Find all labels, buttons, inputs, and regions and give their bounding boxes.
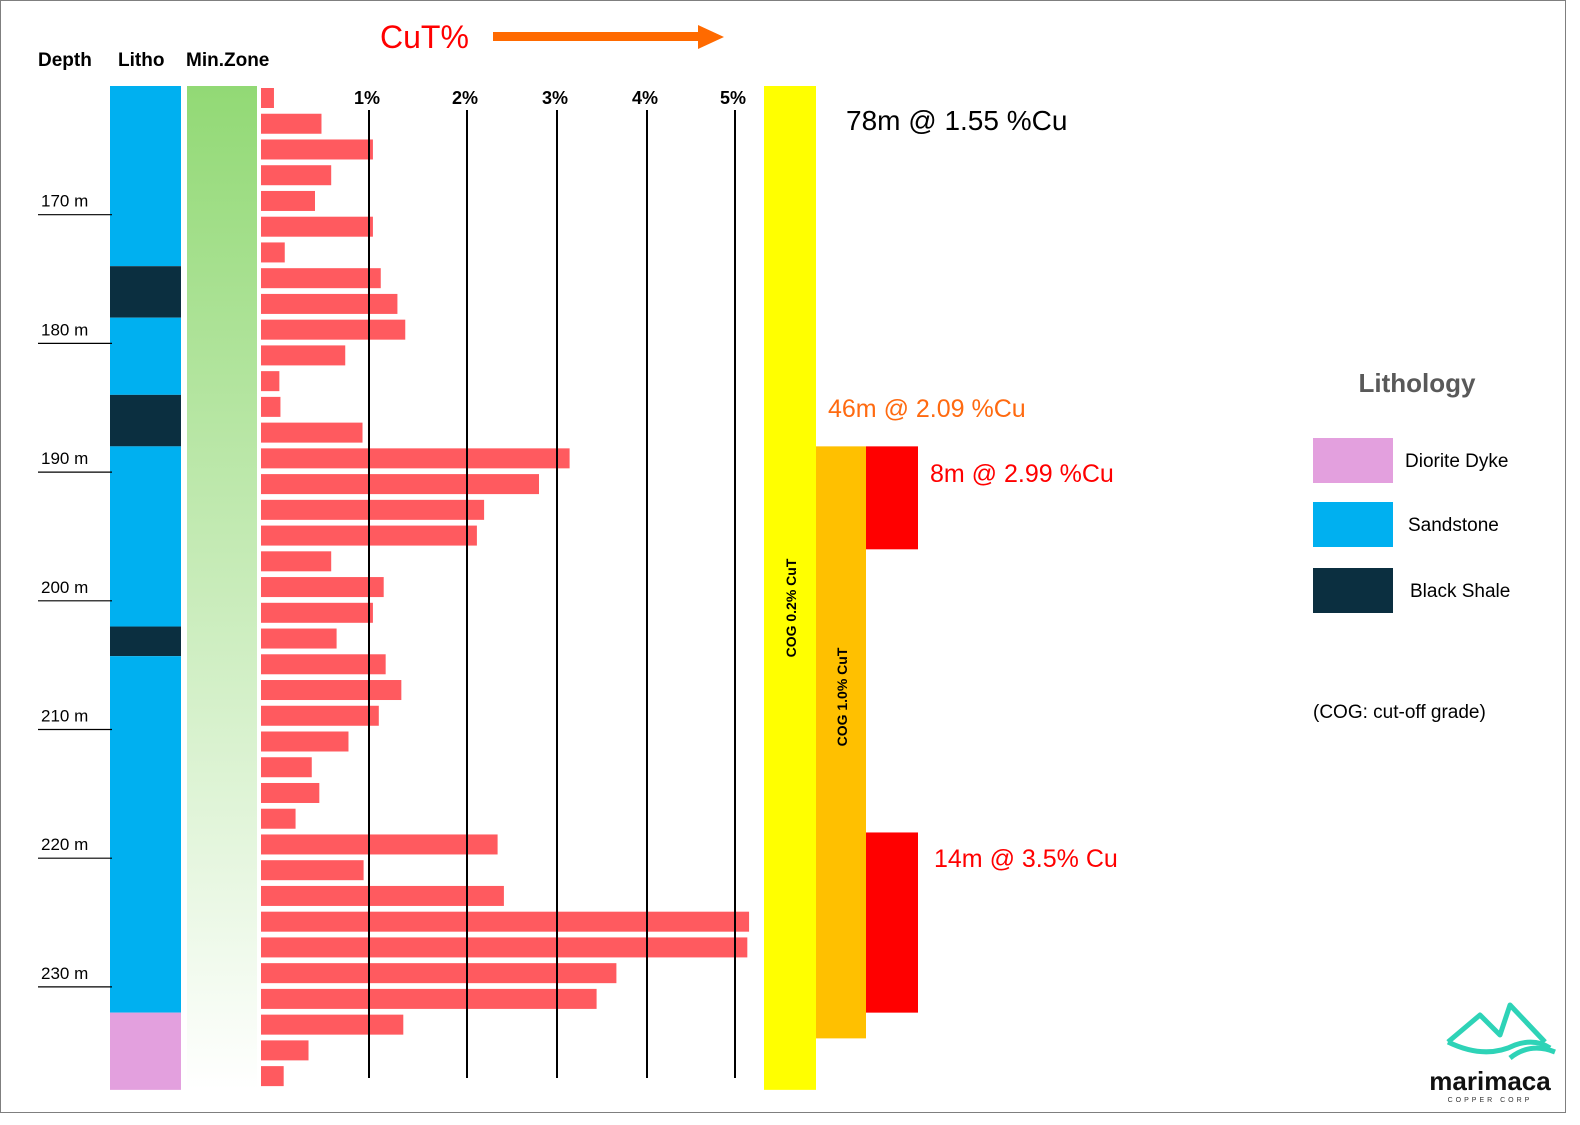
legend-swatch [1313, 502, 1393, 547]
interval-label: 14m @ 3.5% Cu [934, 845, 1118, 873]
cu-bar [261, 963, 617, 984]
depth-tick-label: 230 m [41, 964, 88, 983]
chart-title: CuT% [380, 19, 469, 55]
cu-bar [261, 474, 539, 495]
cu-bar [261, 937, 748, 958]
interval-label: 8m @ 2.99 %Cu [930, 460, 1114, 488]
depth-tick-label: 170 m [41, 192, 88, 211]
header-litho: Litho [118, 50, 164, 71]
cu-bar [261, 860, 364, 881]
legend: Lithology Diorite Dyke Sandstone Black Shal… [1313, 368, 1510, 723]
cog-interval-bar [764, 86, 816, 1090]
legend-label: Sandstone [1408, 515, 1499, 536]
cu-bar [261, 705, 379, 726]
cog-interval-bar [866, 446, 918, 550]
cu-bar [261, 293, 398, 314]
depth-tick-label: 180 m [41, 320, 88, 339]
cu-bar [261, 396, 281, 417]
cu-bar [261, 654, 386, 675]
cu-bar [261, 628, 337, 649]
litho-black-shale [110, 626, 181, 657]
litho-column [110, 86, 181, 1090]
litho-sandstone [110, 317, 181, 395]
depth-tick-label: 220 m [41, 835, 88, 854]
cu-bar [261, 88, 274, 108]
cu-bar [261, 602, 373, 623]
cu-bar [261, 1014, 404, 1035]
litho-black-shale [110, 394, 181, 447]
cu-bar [261, 319, 406, 340]
svg-text:marimaca: marimaca [1429, 1066, 1551, 1096]
intervals: COG 0.2% CuT 78m @ 1.55 %Cu COG 1.0% CuT 46… [764, 86, 1118, 1090]
min-zone-column [187, 86, 257, 1090]
interval-label: 46m @ 2.09 %Cu [828, 395, 1026, 423]
litho-sandstone [110, 446, 181, 627]
legend-swatch [1313, 438, 1393, 483]
litho-sandstone [110, 86, 181, 267]
litho-sandstone [110, 656, 181, 1013]
cog-interval-bar [816, 446, 866, 1039]
cu-bar [261, 680, 402, 701]
x-tick-label: 4% [632, 88, 658, 108]
cu-bar [261, 1040, 309, 1061]
cu-bar [261, 834, 498, 855]
grid-lines: 1% 2% 3% 4% 5% [354, 88, 746, 1078]
cu-bar [261, 499, 485, 520]
depth-tick-label: 190 m [41, 449, 88, 468]
arrow-icon [493, 25, 724, 49]
cu-bar [261, 551, 332, 572]
cu-bar [261, 1066, 284, 1087]
bars [261, 88, 750, 1087]
cog-interval-bar [866, 832, 918, 1013]
legend-title: Lithology [1359, 368, 1477, 398]
interval-label: 78m @ 1.55 %Cu [846, 105, 1067, 136]
cu-bar [261, 911, 750, 932]
cu-bar [261, 422, 363, 443]
cu-bar [261, 139, 373, 160]
cu-bar [261, 345, 346, 366]
cu-bar [261, 885, 504, 906]
x-tick-label: 1% [354, 88, 380, 108]
cu-bar [261, 113, 322, 134]
cu-bar [261, 448, 570, 469]
cu-bar [261, 165, 332, 186]
cu-bar [261, 782, 320, 803]
x-tick-label: 2% [452, 88, 478, 108]
x-tick-label: 3% [542, 88, 568, 108]
cu-bar [261, 216, 373, 237]
cu-bar [261, 757, 312, 778]
header-minzone: Min.Zone [186, 50, 269, 71]
header-depth: Depth [38, 50, 92, 71]
depth-axis: 170 m 180 m 190 m 200 m 210 m 220 m 230 m [38, 192, 112, 988]
litho-black-shale [110, 266, 181, 318]
cu-bar [261, 988, 597, 1009]
x-tick-label: 5% [720, 88, 746, 108]
cu-bar [261, 268, 381, 289]
cu-bar [261, 731, 349, 752]
depth-tick-label: 210 m [41, 707, 88, 726]
marimaca-logo: marimaca COPPER CORP [1429, 1002, 1556, 1104]
cog-label: COG 0.2% CuT [783, 558, 799, 657]
svg-text:COPPER CORP: COPPER CORP [1448, 1097, 1533, 1104]
legend-label: Diorite Dyke [1405, 451, 1508, 472]
litho-diorite-dyke [110, 1012, 181, 1090]
cu-bar [261, 808, 296, 829]
cog-label: COG 1.0% CuT [834, 647, 850, 746]
legend-note: (COG: cut-off grade) [1313, 702, 1486, 723]
cu-bar [261, 577, 384, 598]
legend-swatch [1313, 568, 1393, 613]
cu-bar [261, 242, 285, 263]
cu-bar [261, 190, 315, 211]
legend-label: Black Shale [1410, 581, 1510, 602]
depth-tick-label: 200 m [41, 578, 88, 597]
cu-bar [261, 371, 280, 392]
